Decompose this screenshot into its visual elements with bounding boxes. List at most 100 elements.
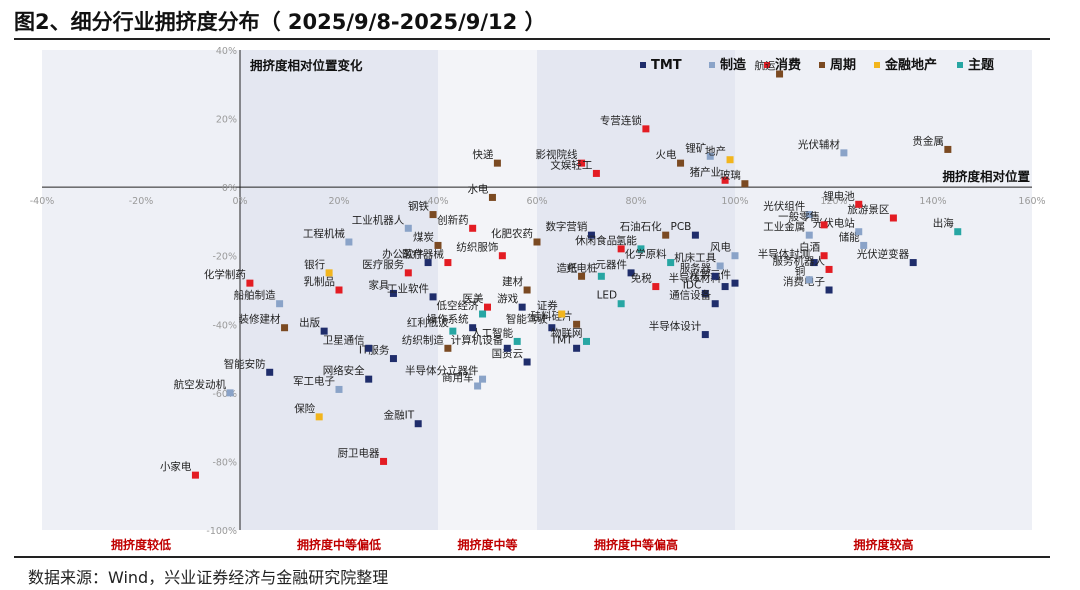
data-point [404,269,412,277]
band-label: 拥挤度中等 [457,537,517,552]
point-label: 工业金属 [763,220,805,233]
data-point [776,70,784,78]
point-label: 国资云 [492,348,524,360]
data-point [434,241,442,249]
data-point [424,259,432,267]
data-point [597,272,605,280]
data-point [503,344,511,352]
point-label: 休闲食品 [575,234,617,247]
legend-item: TMT [651,58,682,73]
point-label: 地产 [705,145,726,158]
data-point [325,269,333,277]
data-point [691,231,699,239]
point-label: 半导体封测 [758,248,811,261]
data-point [578,272,586,280]
data-point [513,337,521,345]
point-label: 锂矿 [685,141,706,154]
point-label: 火电 [656,148,677,161]
legend-swatch [819,62,825,68]
data-point [860,241,868,249]
data-point [642,125,650,133]
band-area [438,50,537,530]
legend-item: 周期 [830,58,856,73]
data-point [583,337,590,345]
point-label: LED [597,290,618,302]
point-label: 玻璃 [720,169,741,182]
x-tick-label: 80% [625,196,646,207]
data-point [389,355,397,363]
point-label: 风电 [710,241,731,254]
point-label: 智能驾驶 [506,313,548,326]
data-point [488,193,496,201]
band-label: 拥挤度较高 [853,537,913,552]
legend-swatch [709,62,715,68]
data-point [711,272,719,280]
data-point [365,344,373,352]
point-label: 红利低波 [407,316,449,329]
point-label: 工业软件 [387,282,429,295]
data-point [449,327,457,335]
point-label: 人工智能 [471,326,513,339]
point-label: 化肥农药 [491,227,533,240]
point-label: 数字营销 [545,220,587,233]
data-point [721,283,729,291]
data-point [414,420,422,428]
point-label: 通信设备 [669,289,711,302]
data-point [617,245,625,253]
data-point [840,149,848,157]
data-point [889,214,897,222]
data-point [627,269,635,277]
point-label: 纺织制造 [402,333,444,346]
legend-item: 制造 [720,57,747,73]
data-point [498,252,506,260]
legend-item: 金融地产 [884,57,937,73]
data-point [825,286,833,294]
data-point [825,265,833,273]
data-point [855,200,863,208]
point-label: 工程机械 [303,227,345,240]
bottom-rule [14,556,1050,558]
data-point [479,310,487,318]
legend-item: 主题 [968,57,995,73]
point-label: 游戏 [497,292,518,305]
source-note: 数据来源：Wind，兴业证券经济与金融研究院整理 [28,568,389,587]
data-point [573,344,581,352]
point-label: 家具 [368,278,389,291]
point-label: TMT [550,334,573,346]
point-label: 文娱轻工 [550,158,592,171]
data-point [479,375,487,383]
data-point [404,224,412,232]
x-tick-label: 140% [919,196,946,207]
data-point [741,180,749,188]
point-label: 消费电子 [783,275,825,288]
point-label: 石油石化 [620,220,662,233]
point-label: 军工电子 [293,374,335,387]
band-label: 拥挤度较低 [111,537,171,552]
data-point [726,156,734,164]
y-tick-label: 20% [216,115,237,126]
x-axis-title: 拥挤度相对位置 [942,169,1030,184]
figure-title: 图2、细分行业拥挤度分布（ 2025/9/8-2025/9/12 ） [14,10,546,34]
y-tick-label: 40% [216,46,237,57]
data-point [954,228,962,236]
point-label: 航空发动机 [174,378,227,391]
point-label: 水电 [467,182,488,195]
data-point [731,279,739,287]
data-point [276,300,284,308]
data-point [667,259,675,267]
x-tick-label: 120% [820,196,847,207]
point-label: 小家电 [160,460,192,473]
point-label: 乳制品 [304,275,336,288]
point-label: 低空经济 [437,299,479,312]
point-label: 储能 [839,230,860,243]
data-point [721,176,729,184]
y-tick-label: -40% [212,320,237,331]
point-label: PCB [671,221,692,233]
data-point [380,457,388,465]
data-point [573,320,581,328]
x-tick-label: 100% [721,196,748,207]
point-label: 服务机器人 [773,254,826,267]
y-tick-label: -100% [206,526,237,537]
band-area [735,50,1032,530]
